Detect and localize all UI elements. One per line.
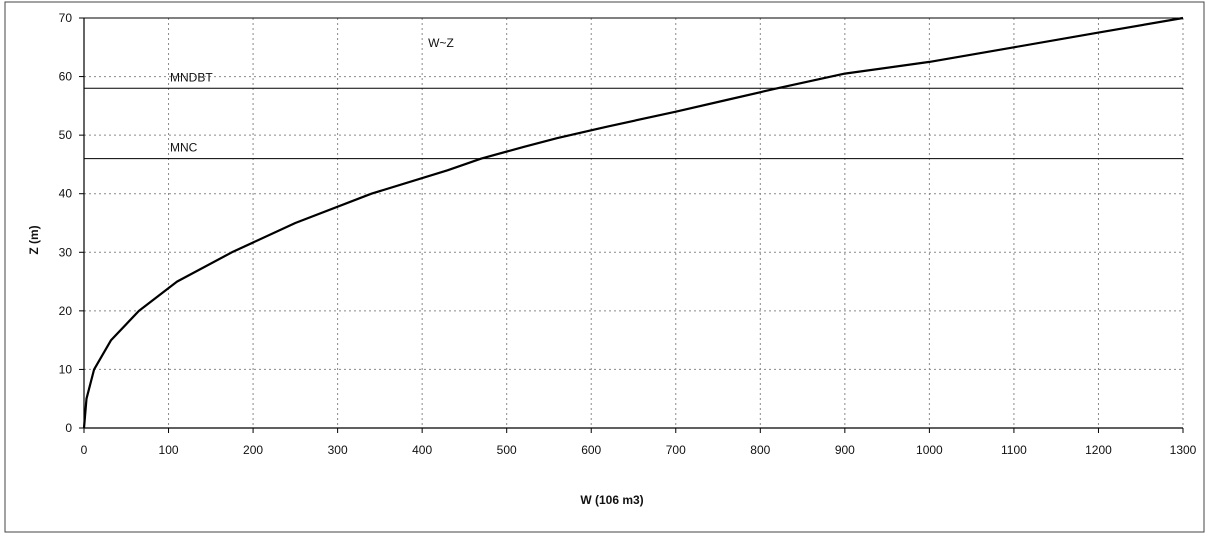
x-tick-label: 1100 xyxy=(1001,443,1027,457)
x-tick-label: 100 xyxy=(159,443,179,457)
x-tick-label: 800 xyxy=(750,443,770,457)
y-tick-label: 60 xyxy=(59,70,73,84)
chart-title: W~Z xyxy=(428,36,454,50)
x-tick-label: 500 xyxy=(497,443,517,457)
y-tick-label: 0 xyxy=(65,421,72,435)
grid xyxy=(84,17,1184,428)
x-tick-label: 600 xyxy=(581,443,601,457)
y-tick-label: 10 xyxy=(59,362,73,376)
y-tick-label: 20 xyxy=(59,304,73,318)
x-tick-label: 900 xyxy=(835,443,855,457)
y-tick-label: 70 xyxy=(59,11,73,25)
y-axis-title: Z (m) xyxy=(27,225,41,254)
x-tick-label: 200 xyxy=(243,443,263,457)
y-tick-label: 40 xyxy=(59,187,73,201)
x-tick-label: 1000 xyxy=(916,443,943,457)
series-group xyxy=(82,16,1184,429)
x-tick-label: 400 xyxy=(412,443,432,457)
x-tick-label: 0 xyxy=(81,443,88,457)
y-tick-label: 30 xyxy=(59,245,73,259)
figure-border xyxy=(4,1,1205,533)
axes xyxy=(79,17,1184,433)
x-axis-title: W (106 m3) xyxy=(580,493,643,507)
reference-label-mndbt: MNDBT xyxy=(170,70,213,84)
x-tick-label: 1200 xyxy=(1085,443,1112,457)
series-line-w-z xyxy=(82,16,1184,429)
x-tick-label: 300 xyxy=(328,443,348,457)
y-tick-label: 50 xyxy=(59,128,73,142)
x-tick-label: 700 xyxy=(666,443,686,457)
reference-lines: MNDBT MNC xyxy=(84,70,1183,160)
x-tick-label: 1300 xyxy=(1170,443,1197,457)
reference-label-mnc: MNC xyxy=(170,141,198,155)
tick-labels: 0 100 200 300 400 500 600 700 800 900 1000 1100 1200… xyxy=(59,11,1197,457)
